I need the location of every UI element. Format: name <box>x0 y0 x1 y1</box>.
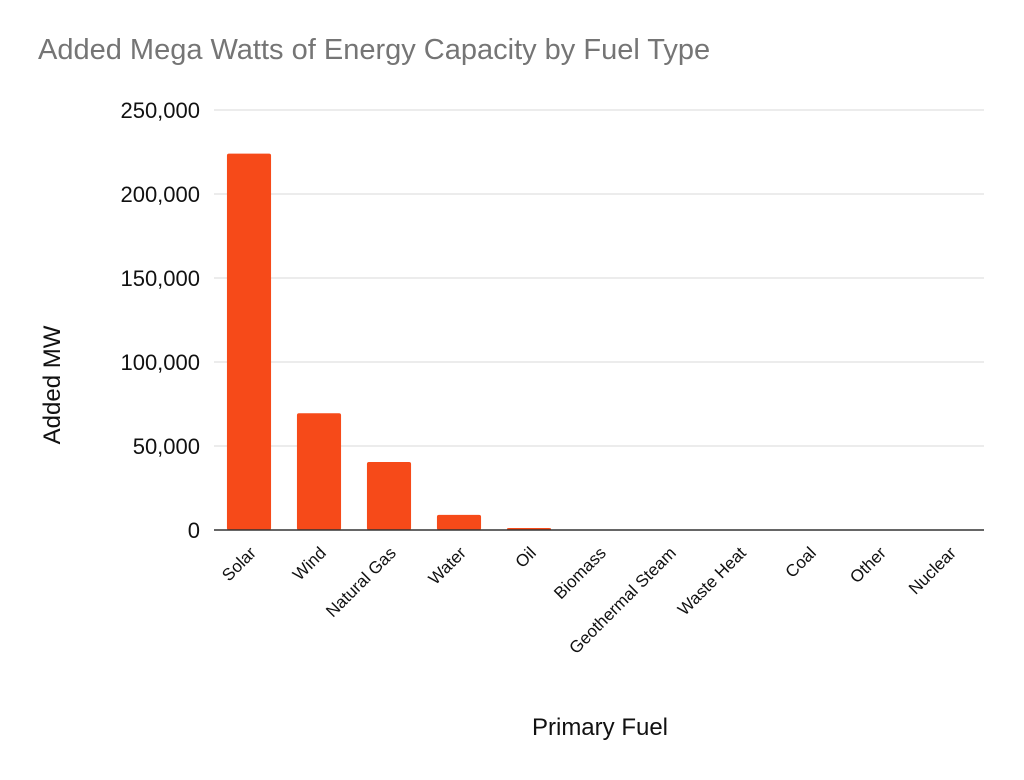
y-axis-title: Added MW <box>39 325 66 444</box>
y-tick-label: 200,000 <box>120 182 200 207</box>
x-tick-label: Coal <box>782 543 820 581</box>
x-tick-label: Wind <box>289 543 330 584</box>
x-axis-title: Primary Fuel <box>532 714 668 741</box>
x-tick-label: Solar <box>218 543 260 585</box>
bar <box>226 153 272 530</box>
x-tick-label: Other <box>846 543 890 587</box>
x-tick-label: Biomass <box>550 543 610 603</box>
x-tick-label: Water <box>425 543 470 588</box>
y-axis-ticks: 0 50,000 100,000 150,000 200,000 250,000 <box>120 98 200 543</box>
bar <box>436 514 482 530</box>
x-tick-label: Waste Heat <box>674 543 750 619</box>
x-tick-label: Natural Gas <box>322 543 400 621</box>
bars <box>226 153 902 530</box>
bar <box>296 413 342 530</box>
y-tick-label: 100,000 <box>120 350 200 375</box>
chart-title: Added Mega Watts of Energy Capacity by F… <box>38 34 711 66</box>
x-tick-label: Nuclear <box>905 543 960 598</box>
y-tick-label: 250,000 <box>120 98 200 123</box>
y-tick-label: 0 <box>188 518 200 543</box>
y-tick-label: 50,000 <box>133 434 200 459</box>
y-tick-label: 150,000 <box>120 266 200 291</box>
gridlines <box>214 109 984 447</box>
bar <box>366 461 412 530</box>
x-tick-label: Oil <box>512 543 540 571</box>
